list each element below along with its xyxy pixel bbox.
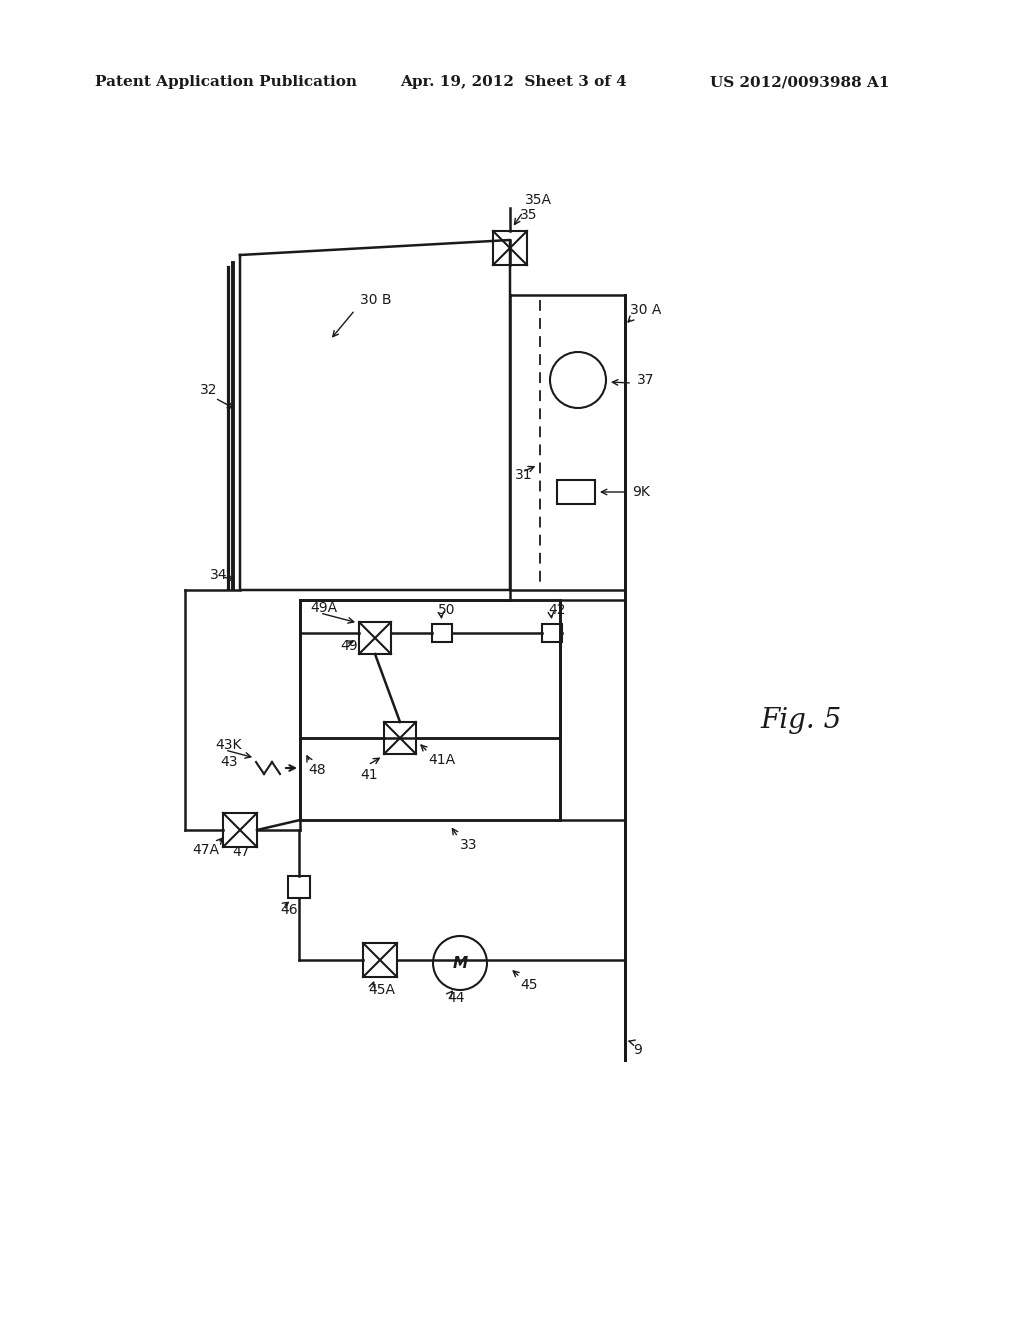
Text: 9: 9: [633, 1043, 642, 1057]
Text: 35A: 35A: [525, 193, 552, 207]
Text: 30 A: 30 A: [630, 304, 662, 317]
Text: 42: 42: [548, 603, 565, 616]
Bar: [432, 624, 452, 642]
Text: 44: 44: [447, 991, 465, 1005]
Text: Patent Application Publication: Patent Application Publication: [95, 75, 357, 88]
Text: 43K: 43K: [215, 738, 242, 752]
Bar: [542, 624, 562, 642]
Text: 47: 47: [232, 845, 250, 859]
Text: 45A: 45A: [368, 983, 395, 997]
Bar: [223, 813, 257, 847]
Text: 46: 46: [280, 903, 298, 917]
Bar: [362, 942, 397, 977]
Text: 49: 49: [340, 639, 357, 653]
Text: 37: 37: [637, 374, 654, 387]
Text: 49A: 49A: [310, 601, 337, 615]
Text: 30 B: 30 B: [360, 293, 391, 308]
Text: Apr. 19, 2012  Sheet 3 of 4: Apr. 19, 2012 Sheet 3 of 4: [400, 75, 627, 88]
Text: 41A: 41A: [428, 752, 455, 767]
Bar: [359, 622, 391, 653]
Bar: [288, 876, 310, 898]
Text: 9K: 9K: [632, 484, 650, 499]
Text: 48: 48: [308, 763, 326, 777]
Text: 35: 35: [520, 209, 538, 222]
Text: M: M: [453, 956, 468, 970]
Bar: [384, 722, 416, 754]
Text: 34: 34: [210, 568, 227, 582]
Bar: [557, 480, 595, 504]
Text: 47A: 47A: [193, 843, 219, 857]
Text: 31: 31: [515, 469, 532, 482]
Text: 33: 33: [460, 838, 477, 851]
Text: 50: 50: [438, 603, 456, 616]
Text: Fig. 5: Fig. 5: [760, 706, 842, 734]
Text: 43: 43: [220, 755, 238, 770]
Text: US 2012/0093988 A1: US 2012/0093988 A1: [710, 75, 890, 88]
Bar: [493, 231, 527, 265]
Text: 41: 41: [360, 768, 378, 781]
Text: 32: 32: [200, 383, 217, 397]
Text: 45: 45: [520, 978, 538, 993]
